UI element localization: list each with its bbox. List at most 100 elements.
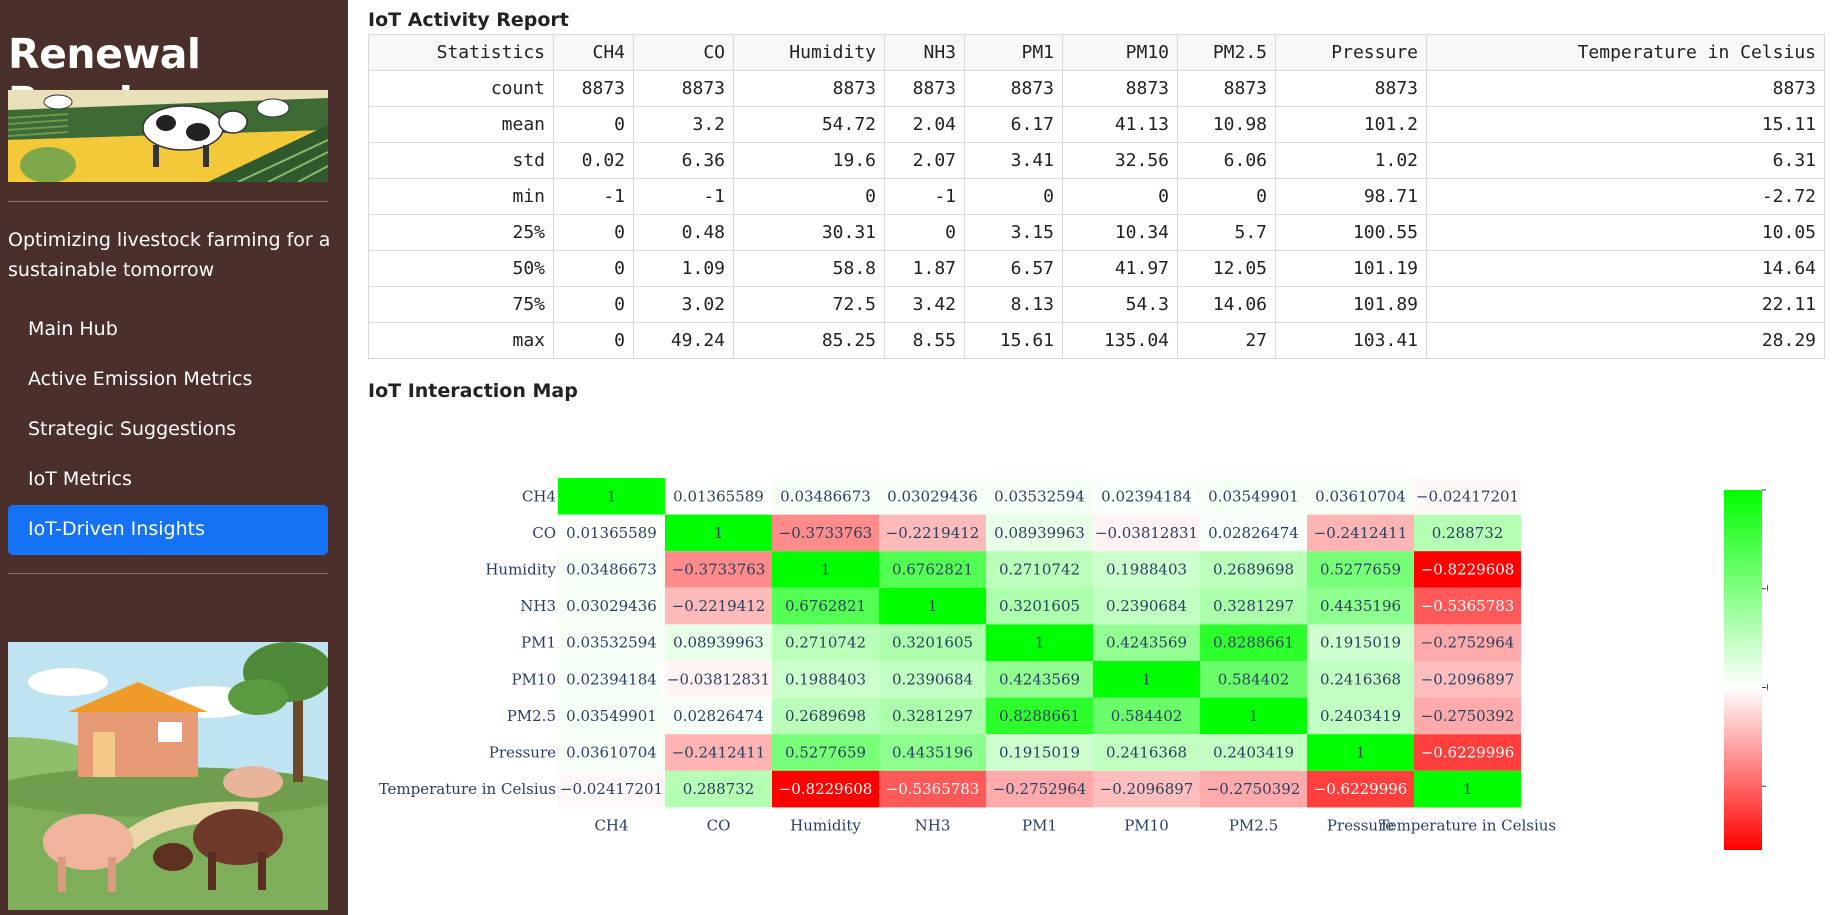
row-label-cell: min xyxy=(368,178,554,215)
table-cell: 0 xyxy=(553,322,634,359)
table-cell: 0 xyxy=(553,250,634,287)
heatmap-value-label: 0.03610704 xyxy=(1315,487,1406,505)
column-header: PM2.5 xyxy=(1177,34,1276,71)
table-cell: 14.06 xyxy=(1177,286,1276,323)
row-label-cell: 50% xyxy=(368,250,554,287)
nav-item-active-emission-metrics[interactable]: Active Emission Metrics xyxy=(28,368,253,390)
stats-table: Statistics CH4 CO Humidity NH3 PM1 PM10 … xyxy=(368,34,1825,359)
table-cell: 3.2 xyxy=(633,106,734,143)
heatmap-cell xyxy=(986,661,1093,698)
heatmap-cell xyxy=(772,697,879,735)
table-row: max 0 49.24 85.25 8.55 15.61 135.04 27 103.41 28.… xyxy=(368,322,1825,359)
table-row: count 8873 8873 8873 8873 8873 8873 8873 8873 887… xyxy=(368,70,1825,107)
column-header: CH4 xyxy=(553,34,634,71)
y-axis-tick-label: PM2.5 xyxy=(507,707,556,725)
heatmap-cell xyxy=(1093,478,1200,515)
heatmap-value-label: 0.2416368 xyxy=(1106,744,1187,762)
x-axis-tick-label: Humidity xyxy=(790,816,861,834)
heatmap-value-label: −0.3733763 xyxy=(779,524,873,542)
row-label-cell: mean xyxy=(368,106,554,143)
table-cell: 54.72 xyxy=(733,106,885,143)
table-cell: 100.55 xyxy=(1275,214,1427,251)
table-cell: 8873 xyxy=(964,70,1063,107)
heatmap-value-label: −0.5365783 xyxy=(1421,597,1515,615)
heatmap-cell xyxy=(665,661,772,698)
heatmap-cell xyxy=(1307,551,1414,588)
table-header-row: Statistics CH4 CO Humidity NH3 PM1 PM10 … xyxy=(368,34,1825,71)
heatmap-value-label: 0.3201605 xyxy=(999,597,1080,615)
heatmap-cell xyxy=(986,478,1093,515)
table-cell: 8873 xyxy=(553,70,634,107)
heatmap-cell xyxy=(1414,478,1521,515)
heatmap-value-label: −0.5365783 xyxy=(886,780,980,798)
heatmap-cell xyxy=(558,514,665,552)
heatmap-value-label: −0.2752964 xyxy=(993,780,1087,798)
table-cell: 6.17 xyxy=(964,106,1063,143)
table-cell: 3.15 xyxy=(964,214,1063,251)
heatmap-value-label: 0.4435196 xyxy=(892,744,973,762)
table-cell: 22.11 xyxy=(1426,286,1825,323)
nav-item-iot-metrics[interactable]: IoT Metrics xyxy=(28,468,132,490)
heatmap-value-label: 0.584402 xyxy=(1111,707,1183,725)
table-cell: 6.36 xyxy=(633,142,734,179)
column-header: PM10 xyxy=(1062,34,1178,71)
table-cell: 8.13 xyxy=(964,286,1063,323)
table-cell: 101.19 xyxy=(1275,250,1427,287)
table-cell: -1 xyxy=(553,178,634,215)
x-axis-tick-label: PM1 xyxy=(1022,816,1057,834)
table-cell: 8873 xyxy=(633,70,734,107)
heatmap-value-label: −0.02417201 xyxy=(1416,487,1519,505)
table-cell: -1 xyxy=(884,178,965,215)
colorbar-tick-label: −0.5 xyxy=(1766,777,1768,795)
x-axis-tick-label: Temperature in Celsius xyxy=(1379,816,1556,834)
table-cell: 8873 xyxy=(1062,70,1178,107)
heatmap-value-label: 0.8288661 xyxy=(999,707,1080,725)
x-axis-tick-label: PM2.5 xyxy=(1229,816,1278,834)
heatmap-value-label: 0.6762821 xyxy=(892,561,973,579)
table-cell: 49.24 xyxy=(633,322,734,359)
heatmap-value-label: 0.08939963 xyxy=(994,524,1085,542)
table-cell: 0 xyxy=(1177,178,1276,215)
y-axis-tick-label: Temperature in Celsius xyxy=(379,780,556,798)
heatmap-value-label: 0.03029436 xyxy=(566,597,657,615)
heatmap-value-label: 0.3281297 xyxy=(1213,597,1294,615)
heatmap-value-label: 1 xyxy=(1035,634,1045,652)
table-row: 25% 0 0.48 30.31 0 3.15 10.34 5.7 100.55 10.05 xyxy=(368,214,1825,251)
nav-item-strategic-suggestions[interactable]: Strategic Suggestions xyxy=(28,418,237,440)
heatmap-cell xyxy=(772,624,879,661)
heatmap-value-label: 0.01365589 xyxy=(566,524,657,542)
table-row: 50% 0 1.09 58.8 1.87 6.57 41.97 12.05 101.19 14.6… xyxy=(368,250,1825,287)
heatmap-cell xyxy=(665,770,772,808)
column-header: Pressure xyxy=(1275,34,1427,71)
table-cell: 54.3 xyxy=(1062,286,1178,323)
table-cell: 135.04 xyxy=(1062,322,1178,359)
heatmap-value-label: 0.5277659 xyxy=(785,744,866,762)
table-cell: 103.41 xyxy=(1275,322,1427,359)
table-cell: 41.97 xyxy=(1062,250,1178,287)
table-cell: 1.87 xyxy=(884,250,965,287)
sidebar-nav: Main Hub Active Emission Metrics Strateg… xyxy=(8,305,328,555)
table-cell: 1.02 xyxy=(1275,142,1427,179)
heatmap-value-label: 0.2710742 xyxy=(785,634,866,652)
heatmap-cell xyxy=(772,514,879,552)
x-axis-tick-label: Pressure xyxy=(1327,816,1394,834)
table-cell: 12.05 xyxy=(1177,250,1276,287)
heatmap-cell xyxy=(1414,661,1521,698)
heatmap-cell xyxy=(665,478,772,515)
heatmap-value-label: 0.8288661 xyxy=(1213,634,1294,652)
table-cell: 2.07 xyxy=(884,142,965,179)
heatmap-cell xyxy=(772,661,879,698)
heatmap-value-label: −0.02417201 xyxy=(560,780,663,798)
table-cell: 3.41 xyxy=(964,142,1063,179)
table-cell: 6.57 xyxy=(964,250,1063,287)
heatmap-cell xyxy=(772,734,879,771)
table-cell: 19.6 xyxy=(733,142,885,179)
row-label-cell: count xyxy=(368,70,554,107)
heatmap-value-label: 1 xyxy=(821,561,831,579)
nav-item-main-hub[interactable]: Main Hub xyxy=(28,318,118,340)
heatmap-cell xyxy=(558,551,665,588)
heatmap-value-label: 0.02394184 xyxy=(1101,487,1192,505)
nav-item-iot-driven-insights[interactable]: IoT-Driven Insights xyxy=(8,505,328,555)
heatmap-value-label: −0.2096897 xyxy=(1100,780,1194,798)
heatmap-cell xyxy=(879,624,986,661)
